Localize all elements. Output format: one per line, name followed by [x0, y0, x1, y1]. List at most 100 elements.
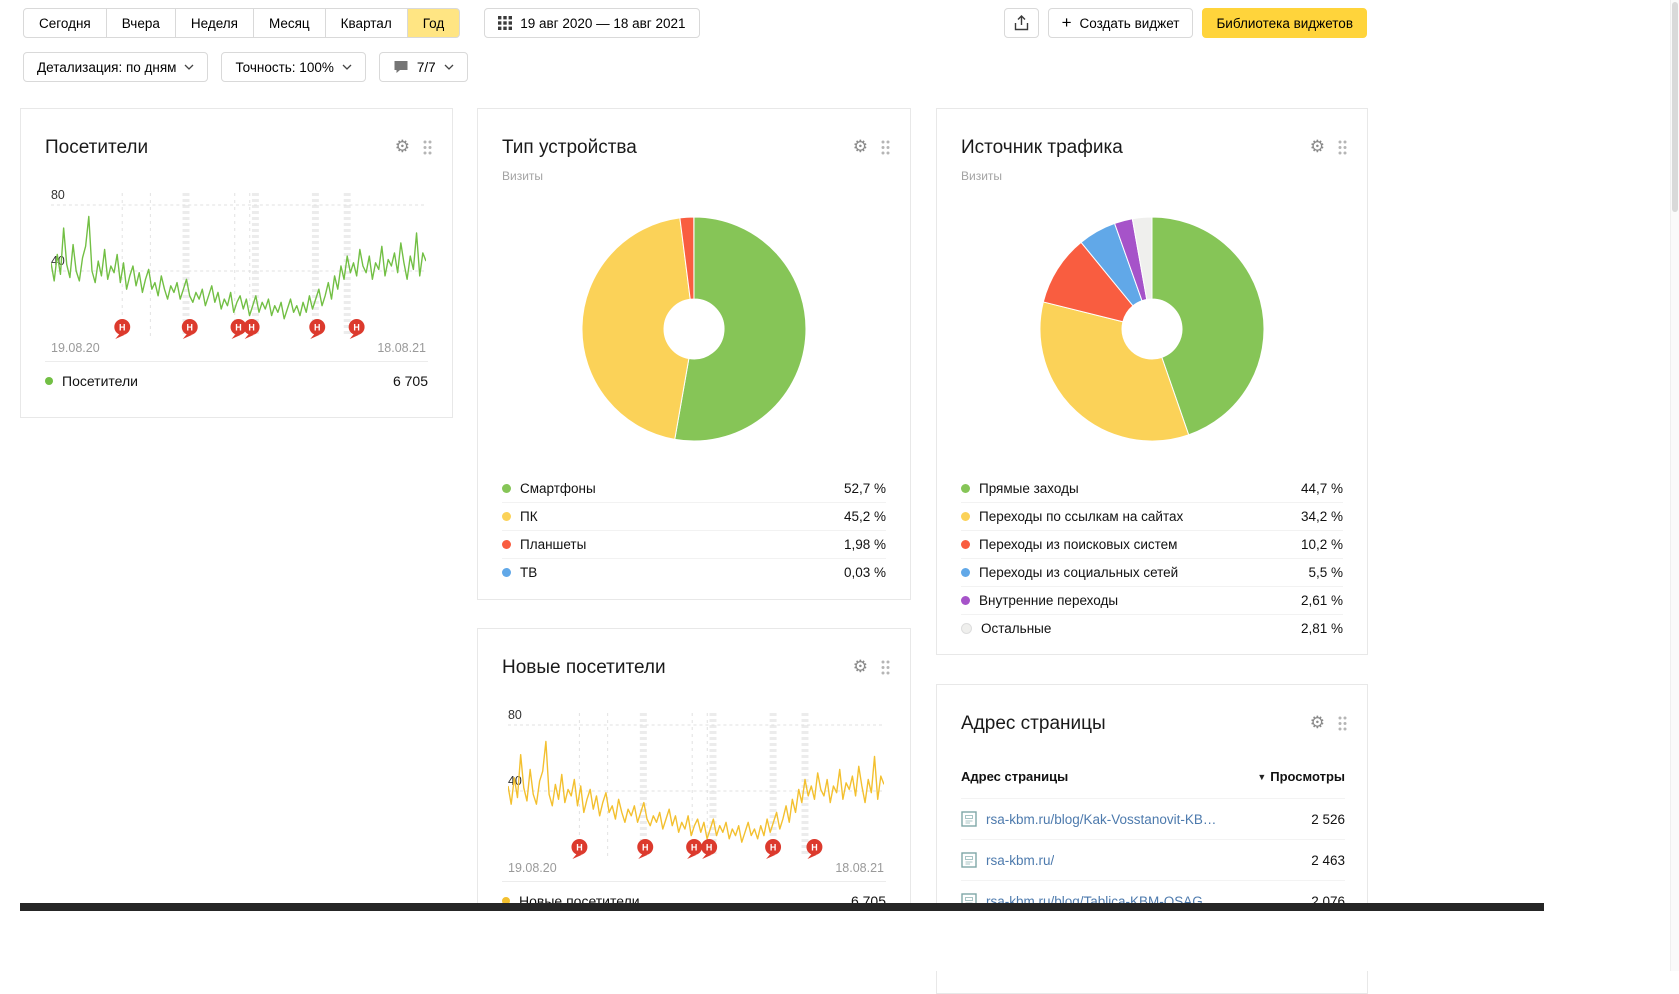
gear-icon[interactable]: ⚙ [1309, 137, 1325, 157]
page-icon [961, 811, 977, 827]
chevron-down-icon [342, 64, 352, 70]
legend-item[interactable]: Смартфоны 52,7 % [502, 475, 886, 502]
drag-handle-icon[interactable] [881, 660, 890, 675]
widget-library-button[interactable]: Библиотека виджетов [1202, 8, 1367, 38]
svg-text:Н: Н [119, 322, 125, 332]
period-button-Месяц[interactable]: Месяц [252, 8, 326, 38]
comments-count: 7/7 [416, 59, 436, 75]
chart-legend: Посетители 6 705 [45, 361, 428, 389]
legend-item[interactable]: Переходы по ссылкам на сайтах 34,2 % [961, 502, 1343, 530]
scrollbar-thumb[interactable] [1672, 2, 1678, 212]
x-axis-labels: 19.08.20 18.08.21 [508, 861, 884, 875]
table-row: rsa-kbm.ru/blog/Kak-Vosstanovit-KB… 2 526 [961, 798, 1345, 839]
svg-text:Н: Н [187, 322, 193, 332]
legend-dot [502, 897, 510, 905]
widget-visitors: Посетители ⚙ 80 40 Н Н Н Н Н Н 19.08.20 18.08.2… [20, 108, 453, 418]
svg-text:Н: Н [248, 322, 254, 332]
period-button-Неделя[interactable]: Неделя [174, 8, 254, 38]
drag-handle-icon[interactable] [881, 140, 890, 155]
below-strip [0, 911, 1679, 971]
svg-text:Н: Н [576, 842, 582, 852]
page-link[interactable]: rsa-kbm.ru/blog/Kak-Vosstanovit-KB… [986, 811, 1217, 827]
detalization-dropdown[interactable]: Детализация: по дням [23, 52, 209, 82]
legend-item[interactable]: Остальные 2,81 % [961, 614, 1343, 642]
gear-icon[interactable]: ⚙ [852, 137, 868, 157]
traffic-source-legend: Прямые заходы 44,7 % Переходы по ссылкам н… [961, 475, 1343, 642]
legend-label: Посетители [62, 373, 138, 389]
toolbar-right: + Создать виджет Библиотека виджетов [1003, 8, 1367, 38]
drag-handle-icon[interactable] [1338, 716, 1347, 731]
widget-controls: ⚙ [1310, 715, 1347, 732]
calendar-grid-icon [498, 16, 513, 30]
table-row: rsa-kbm.ru/2 463 [961, 839, 1345, 880]
plus-icon: + [1061, 12, 1072, 32]
device-type-legend: Смартфоны 52,7 % ПК 45,2 % Планшеты 1,98 % ТВ 0… [502, 475, 886, 586]
legend-value: 6 705 [392, 373, 428, 389]
x-axis-start: 19.08.20 [51, 341, 100, 355]
legend-item[interactable]: ТВ 0,03 % [502, 558, 886, 586]
widget-title: Новые посетители [502, 657, 666, 678]
comments-dropdown[interactable]: 7/7 [378, 52, 468, 82]
vertical-scrollbar[interactable] [1670, 0, 1679, 971]
visitors-line-chart[interactable]: 80 40 Н Н Н Н Н Н [51, 185, 426, 345]
bottom-strip [20, 903, 1544, 911]
widget-title: Посетители [45, 137, 149, 158]
widget-subtitle: Визиты [502, 169, 544, 183]
svg-text:Н: Н [706, 842, 712, 852]
device-type-donut-chart[interactable] [574, 209, 814, 449]
traffic-source-donut-chart[interactable] [1032, 209, 1272, 449]
toolbar-filters: Детализация: по дням Точность: 100% 7/7 [23, 52, 468, 82]
create-widget-button[interactable]: + Создать виджет [1047, 8, 1194, 38]
widget-title: Источник трафика [961, 137, 1123, 158]
legend-item[interactable]: Переходы из поисковых систем 10,2 % [961, 530, 1343, 558]
gear-icon[interactable]: ⚙ [1309, 713, 1325, 733]
legend-item[interactable]: ПК 45,2 % [502, 502, 886, 530]
page-address-table: Адрес страницы ▼ Просмотры rsa-kbm.ru/bl… [961, 761, 1345, 921]
toolbar: Сегодня Вчера Неделя Месяц Квартал Год 19 авг… [23, 8, 1367, 38]
table-header: Адрес страницы ▼ Просмотры [961, 761, 1345, 798]
widget-controls: ⚙ [853, 139, 890, 156]
widget-traffic-source: Источник трафика Визиты ⚙ Прямые заходы 4… [936, 108, 1368, 655]
new-visitors-line-chart[interactable]: 80 40 Н Н Н Н Н Н [508, 705, 884, 865]
create-widget-label: Создать виджет [1079, 15, 1180, 31]
period-button-Квартал[interactable]: Квартал [324, 8, 408, 38]
gear-icon[interactable]: ⚙ [852, 657, 868, 677]
widget-device-type: Тип устройства Визиты ⚙ Смартфоны 52,7 % П… [477, 108, 911, 600]
period-button-Вчера[interactable]: Вчера [105, 8, 176, 38]
export-button[interactable] [1003, 8, 1039, 38]
page-link[interactable]: rsa-kbm.ru/ [986, 852, 1055, 868]
drag-handle-icon[interactable] [1338, 140, 1347, 155]
svg-text:Н: Н [811, 842, 817, 852]
accuracy-label: Точность: 100% [235, 59, 334, 75]
svg-text:Н: Н [314, 322, 320, 332]
period-button-Год[interactable]: Год [406, 8, 461, 38]
legend-item[interactable]: Внутренние переходы 2,61 % [961, 586, 1343, 614]
widget-title: Адрес страницы [961, 713, 1106, 734]
column-header-views[interactable]: ▼ Просмотры [1257, 769, 1345, 784]
date-range-button[interactable]: 19 авг 2020 — 18 авг 2021 [484, 8, 700, 38]
speech-bubble-icon [394, 61, 408, 73]
svg-text:Н: Н [235, 322, 241, 332]
period-button-Сегодня[interactable]: Сегодня [23, 8, 107, 38]
x-axis-end: 18.08.21 [835, 861, 884, 875]
export-icon [1014, 15, 1028, 31]
widget-subtitle: Визиты [961, 169, 1003, 183]
chevron-down-icon [184, 64, 194, 70]
widget-controls: ⚙ [853, 659, 890, 676]
column-header-url[interactable]: Адрес страницы [961, 769, 1069, 784]
x-axis-end: 18.08.21 [377, 341, 426, 355]
legend-item[interactable]: Прямые заходы 44,7 % [961, 475, 1343, 502]
svg-text:Н: Н [691, 842, 697, 852]
gear-icon[interactable]: ⚙ [394, 137, 410, 157]
legend-item[interactable]: Переходы из социальных сетей 5,5 % [961, 558, 1343, 586]
accuracy-dropdown[interactable]: Точность: 100% [221, 52, 366, 82]
widget-controls: ⚙ [1310, 139, 1347, 156]
legend-dot [45, 377, 53, 385]
chevron-down-icon [444, 64, 454, 70]
svg-text:80: 80 [51, 188, 65, 202]
svg-text:Н: Н [770, 842, 776, 852]
svg-text:Н: Н [353, 322, 359, 332]
drag-handle-icon[interactable] [423, 140, 432, 155]
widget-new-visitors: Новые посетители ⚙ 80 40 Н Н Н Н Н Н 19.08.20 1… [477, 628, 911, 938]
legend-item[interactable]: Планшеты 1,98 % [502, 530, 886, 558]
